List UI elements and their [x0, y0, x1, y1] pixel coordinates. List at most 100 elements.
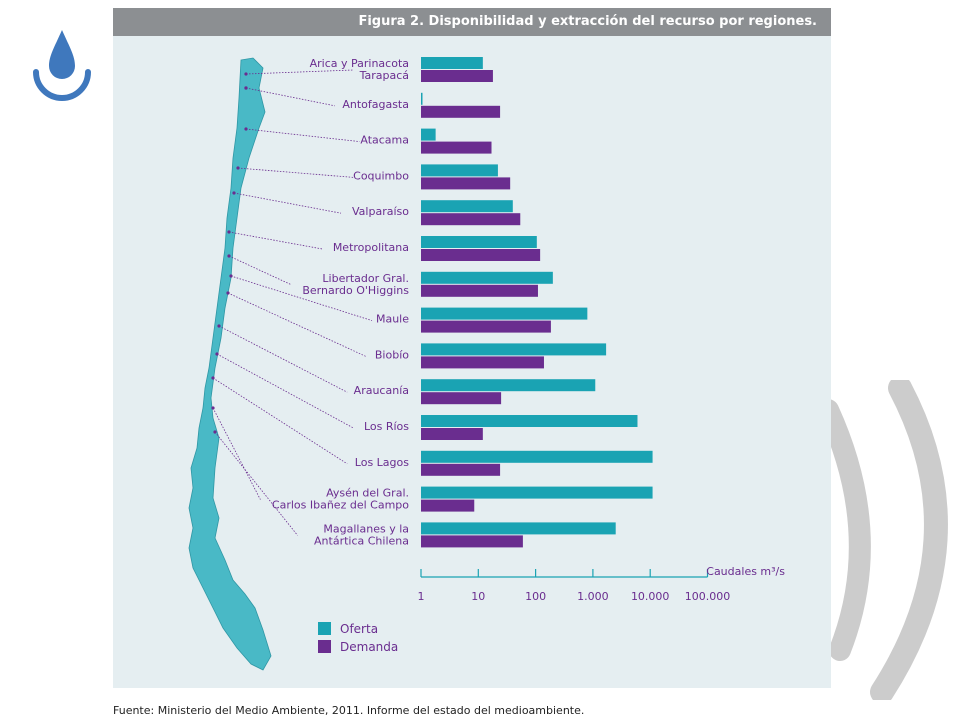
bar-oferta	[421, 379, 596, 392]
region-label: Los Ríos	[364, 420, 409, 433]
bar-oferta	[421, 57, 483, 69]
legend-swatch	[318, 640, 331, 653]
leader-line	[228, 231, 323, 250]
regions-bar-chart: Arica y Parinacota Tarapacá Antofagasta Ata…	[188, 57, 786, 671]
region-label-line: Antofagasta	[342, 98, 409, 111]
leader-line	[214, 431, 298, 536]
logo-arc	[33, 69, 91, 101]
region-label: Maule	[376, 313, 409, 326]
bar-demanda	[421, 141, 492, 154]
region-label: Metropolitana	[333, 241, 409, 254]
region-dot	[217, 324, 221, 328]
water-drop-icon	[33, 30, 91, 101]
bar-demanda	[421, 213, 521, 226]
region-label: Biobío	[375, 348, 409, 361]
leader-line	[216, 353, 354, 429]
region-dot	[226, 291, 230, 295]
x-tick-label: 100	[525, 590, 546, 603]
bar-oferta	[421, 271, 553, 284]
region-dot	[244, 127, 248, 131]
region-label-line: Araucanía	[354, 384, 409, 397]
bar-demanda	[421, 499, 475, 512]
bar-demanda	[421, 284, 538, 297]
region-label: Magallanes y la Antártica Chilena	[314, 522, 409, 547]
region-label: Araucanía	[354, 384, 409, 397]
region-label-line: Biobío	[375, 348, 409, 361]
region-dot	[227, 254, 231, 258]
chile-map-shape	[188, 57, 272, 671]
region-labels: Arica y Parinacota Tarapacá Antofagasta Ata…	[272, 57, 409, 547]
x-axis-label: Caudales m³/s	[706, 565, 785, 578]
decorative-arc-inner	[817, 399, 871, 661]
leader-line	[230, 275, 373, 321]
logo-drop	[49, 30, 75, 79]
region-label: Los Lagos	[355, 456, 409, 469]
region-label-line: Maule	[376, 313, 409, 326]
leader-line	[218, 325, 348, 393]
bar-oferta	[421, 128, 436, 141]
leader-lines	[211, 69, 373, 536]
region-label-line: Libertador Gral.	[322, 272, 409, 285]
source-note: Fuente: Ministerio del Medio Ambiente, 2…	[113, 704, 585, 717]
region-label: Coquimbo	[353, 169, 409, 182]
bar-oferta	[421, 200, 513, 213]
region-label-line: Tarapacá	[359, 69, 409, 82]
bar-demanda	[421, 249, 541, 261]
region-dot	[211, 406, 215, 410]
bar-oferta	[421, 236, 537, 248]
region-label-line: Los Ríos	[364, 420, 409, 433]
leader-line	[227, 292, 366, 357]
region-label: Antofagasta	[342, 98, 409, 111]
region-label-line: Carlos Ibañez del Campo	[272, 499, 409, 512]
leader-line	[245, 87, 335, 107]
bar-oferta	[421, 450, 653, 463]
legend: Oferta Demanda	[318, 622, 398, 654]
region-label: Valparaíso	[352, 205, 409, 218]
region-dot	[211, 376, 215, 380]
x-tick-label: 10	[471, 590, 485, 603]
region-dot	[236, 166, 240, 170]
region-dot	[244, 86, 248, 90]
decorative-arc-icon	[817, 380, 948, 700]
leader-line	[233, 192, 342, 214]
x-tick-label: 1	[418, 590, 425, 603]
bar-oferta	[421, 486, 653, 499]
legend-label: Oferta	[340, 622, 378, 636]
figure-title: Figura 2. Disponibilidad y extracción de…	[113, 8, 831, 36]
region-dot	[213, 430, 217, 434]
region-label-line: Los Lagos	[355, 456, 409, 469]
region-label-line: Atacama	[360, 134, 409, 147]
x-tick-label: 10.000	[631, 590, 670, 603]
region-label: Arica y Parinacota Tarapacá	[310, 57, 409, 82]
region-label-line: Valparaíso	[352, 205, 409, 218]
region-dot	[244, 72, 248, 76]
region-label: Libertador Gral. Bernardo O'Higgins	[302, 272, 409, 297]
decorative-arc-outer	[870, 380, 948, 700]
x-tick-label: 1.000	[577, 590, 609, 603]
bar-demanda	[421, 392, 502, 405]
region-label: Atacama	[360, 134, 409, 147]
region-dot	[229, 274, 233, 278]
region-label-line: Aysén del Gral.	[326, 487, 409, 500]
bars	[421, 57, 653, 548]
bar-demanda	[421, 105, 501, 118]
leader-line	[212, 407, 261, 500]
legend-label: Demanda	[340, 640, 398, 654]
leader-line	[237, 167, 354, 178]
region-dot	[232, 191, 236, 195]
bar-demanda	[421, 356, 544, 369]
bar-demanda	[421, 320, 551, 333]
bar-oferta	[421, 522, 616, 535]
bar-oferta	[421, 92, 423, 105]
region-label: Aysén del Gral. Carlos Ibañez del Campo	[272, 487, 409, 512]
leader-line	[228, 255, 292, 286]
bar-demanda	[421, 428, 483, 440]
region-dot	[227, 230, 231, 234]
bar-oferta	[421, 164, 498, 177]
bar-demanda	[421, 463, 501, 476]
region-label-line: Magallanes y la	[323, 522, 409, 535]
leader-line	[212, 377, 348, 465]
x-axis: 1 10 100 1.000 10.000 100.000 Caudales m³/s	[418, 565, 786, 603]
bar-oferta	[421, 415, 638, 427]
region-label-line: Antártica Chilena	[314, 534, 409, 547]
